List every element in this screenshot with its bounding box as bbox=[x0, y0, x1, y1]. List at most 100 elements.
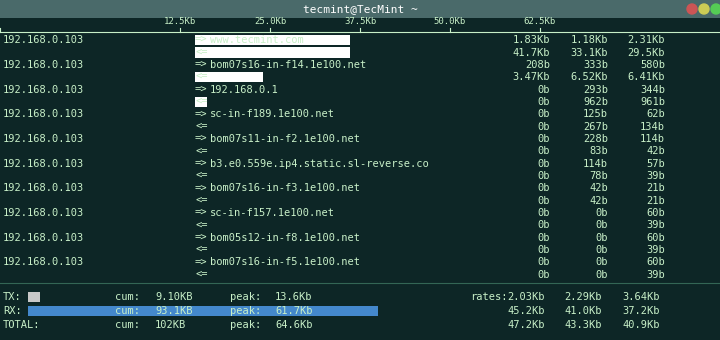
Text: 25.0Kb: 25.0Kb bbox=[254, 17, 286, 26]
Text: <=: <= bbox=[195, 171, 207, 181]
Text: <=: <= bbox=[195, 48, 207, 57]
Text: 0b: 0b bbox=[538, 97, 550, 107]
Text: <=: <= bbox=[195, 146, 207, 156]
Text: =>: => bbox=[195, 109, 207, 119]
Bar bbox=[195, 35, 350, 45]
Text: 267b: 267b bbox=[583, 122, 608, 132]
Text: www.tecmint.com: www.tecmint.com bbox=[210, 35, 304, 45]
Text: =>: => bbox=[195, 134, 207, 144]
Text: 40.9Kb: 40.9Kb bbox=[623, 320, 660, 330]
Text: 83b: 83b bbox=[589, 146, 608, 156]
Text: 0b: 0b bbox=[538, 220, 550, 231]
Text: 0b: 0b bbox=[538, 171, 550, 181]
Text: 192.168.0.103: 192.168.0.103 bbox=[3, 35, 84, 45]
Text: 78b: 78b bbox=[589, 171, 608, 181]
Text: <=: <= bbox=[195, 122, 207, 132]
Text: 0b: 0b bbox=[538, 122, 550, 132]
Text: bom05s12-in-f8.1e100.net: bom05s12-in-f8.1e100.net bbox=[210, 233, 360, 243]
Text: 33.1Kb: 33.1Kb bbox=[570, 48, 608, 57]
Text: 21b: 21b bbox=[647, 183, 665, 193]
Text: 114b: 114b bbox=[583, 159, 608, 169]
Text: 47.2Kb: 47.2Kb bbox=[508, 320, 545, 330]
Text: 41.7Kb: 41.7Kb bbox=[513, 48, 550, 57]
Text: 1.18Kb: 1.18Kb bbox=[570, 35, 608, 45]
Text: 0b: 0b bbox=[538, 208, 550, 218]
Text: 0b: 0b bbox=[538, 159, 550, 169]
Text: 39b: 39b bbox=[647, 220, 665, 231]
Text: 192.168.0.103: 192.168.0.103 bbox=[3, 60, 84, 70]
Text: 62b: 62b bbox=[647, 109, 665, 119]
Text: 13.6Kb: 13.6Kb bbox=[275, 292, 312, 302]
Text: 45.2Kb: 45.2Kb bbox=[508, 306, 545, 316]
Text: cum:: cum: bbox=[115, 306, 140, 316]
Text: 6.52Kb: 6.52Kb bbox=[570, 72, 608, 82]
Text: 42b: 42b bbox=[589, 183, 608, 193]
Text: bom07s16-in-f5.1e100.net: bom07s16-in-f5.1e100.net bbox=[210, 257, 360, 268]
Text: 125b: 125b bbox=[583, 109, 608, 119]
Text: 962b: 962b bbox=[583, 97, 608, 107]
Text: 29.5Kb: 29.5Kb bbox=[628, 48, 665, 57]
Circle shape bbox=[699, 4, 709, 14]
Text: 0b: 0b bbox=[595, 208, 608, 218]
Text: bom07s16-in-f14.1e100.net: bom07s16-in-f14.1e100.net bbox=[210, 60, 366, 70]
Text: 1.83Kb: 1.83Kb bbox=[513, 35, 550, 45]
Circle shape bbox=[687, 4, 697, 14]
Text: peak:: peak: bbox=[230, 292, 261, 302]
Text: =>: => bbox=[195, 85, 207, 95]
Text: 192.168.0.103: 192.168.0.103 bbox=[3, 109, 84, 119]
Text: 192.168.0.103: 192.168.0.103 bbox=[3, 159, 84, 169]
Text: 6.41Kb: 6.41Kb bbox=[628, 72, 665, 82]
Text: 50.0Kb: 50.0Kb bbox=[434, 17, 466, 26]
Text: 0b: 0b bbox=[538, 270, 550, 280]
Text: 0b: 0b bbox=[538, 257, 550, 268]
Text: 62.5Kb: 62.5Kb bbox=[524, 17, 556, 26]
Text: =>: => bbox=[195, 208, 207, 218]
Text: =>: => bbox=[195, 35, 207, 45]
Text: 0b: 0b bbox=[538, 183, 550, 193]
Text: 39b: 39b bbox=[647, 245, 665, 255]
Text: cum:: cum: bbox=[115, 320, 140, 330]
Text: 9.10KB: 9.10KB bbox=[155, 292, 192, 302]
Text: 293b: 293b bbox=[583, 85, 608, 95]
Text: 0b: 0b bbox=[538, 233, 550, 243]
Text: 64.6Kb: 64.6Kb bbox=[275, 320, 312, 330]
Text: 961b: 961b bbox=[640, 97, 665, 107]
Bar bbox=[28, 292, 40, 302]
Text: 61.7Kb: 61.7Kb bbox=[275, 306, 312, 316]
Text: <=: <= bbox=[195, 196, 207, 206]
Text: 12.5Kb: 12.5Kb bbox=[164, 17, 196, 26]
Text: 0b: 0b bbox=[538, 196, 550, 206]
Text: 0b: 0b bbox=[595, 270, 608, 280]
Text: 0b: 0b bbox=[538, 134, 550, 144]
Text: 114b: 114b bbox=[640, 134, 665, 144]
Text: 0b: 0b bbox=[538, 146, 550, 156]
Text: 42b: 42b bbox=[589, 196, 608, 206]
Text: 42b: 42b bbox=[647, 146, 665, 156]
Text: 228b: 228b bbox=[583, 134, 608, 144]
Text: 0b: 0b bbox=[538, 245, 550, 255]
Text: bom07s16-in-f3.1e100.net: bom07s16-in-f3.1e100.net bbox=[210, 183, 360, 193]
Text: <=: <= bbox=[195, 270, 207, 280]
Text: sc-in-f157.1e100.net: sc-in-f157.1e100.net bbox=[210, 208, 335, 218]
Text: 333b: 333b bbox=[583, 60, 608, 70]
Text: 0b: 0b bbox=[595, 257, 608, 268]
Text: 192.168.0.103: 192.168.0.103 bbox=[3, 85, 84, 95]
Text: 0b: 0b bbox=[595, 220, 608, 231]
Text: 39b: 39b bbox=[647, 270, 665, 280]
Text: 3.47Kb: 3.47Kb bbox=[513, 72, 550, 82]
Text: 2.03Kb: 2.03Kb bbox=[508, 292, 545, 302]
Text: <=: <= bbox=[195, 220, 207, 231]
Text: TOTAL:: TOTAL: bbox=[3, 320, 40, 330]
Text: tecmint@TecMint ~: tecmint@TecMint ~ bbox=[302, 4, 418, 14]
Text: TX:: TX: bbox=[3, 292, 22, 302]
Text: 2.31Kb: 2.31Kb bbox=[628, 35, 665, 45]
Text: rates:: rates: bbox=[470, 292, 508, 302]
Text: 60b: 60b bbox=[647, 257, 665, 268]
Text: 37.2Kb: 37.2Kb bbox=[623, 306, 660, 316]
Bar bbox=[195, 72, 263, 82]
Text: 344b: 344b bbox=[640, 85, 665, 95]
Text: <=: <= bbox=[195, 72, 207, 82]
Text: peak:: peak: bbox=[230, 320, 261, 330]
Text: 60b: 60b bbox=[647, 208, 665, 218]
Text: =>: => bbox=[195, 159, 207, 169]
